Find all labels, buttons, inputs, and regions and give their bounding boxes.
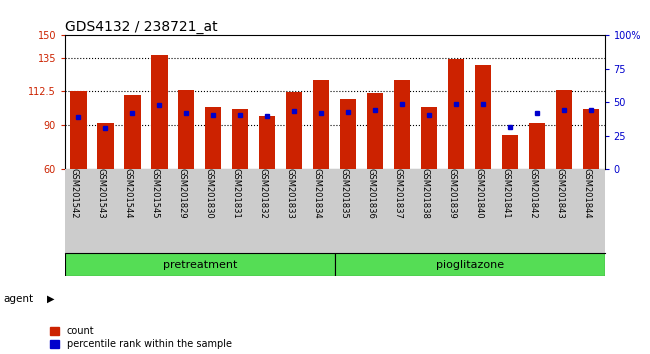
Bar bbox=[286, 92, 302, 169]
Bar bbox=[583, 109, 599, 169]
Bar bbox=[151, 56, 168, 169]
Text: GDS4132 / 238721_at: GDS4132 / 238721_at bbox=[65, 21, 218, 34]
Bar bbox=[502, 135, 518, 169]
Text: pretreatment: pretreatment bbox=[162, 259, 237, 270]
Bar bbox=[421, 108, 437, 169]
Bar bbox=[335, 253, 604, 276]
Bar bbox=[340, 99, 356, 169]
Legend: count, percentile rank within the sample: count, percentile rank within the sample bbox=[50, 326, 232, 349]
Bar bbox=[556, 90, 572, 169]
Bar bbox=[367, 93, 383, 169]
Bar bbox=[98, 123, 114, 169]
Bar bbox=[70, 91, 86, 169]
Text: ▶: ▶ bbox=[47, 294, 55, 304]
Bar bbox=[529, 123, 545, 169]
Bar bbox=[259, 116, 276, 169]
Bar bbox=[178, 90, 194, 169]
Text: agent: agent bbox=[3, 294, 33, 304]
Text: pioglitazone: pioglitazone bbox=[436, 259, 504, 270]
Bar bbox=[475, 65, 491, 169]
Bar bbox=[448, 59, 464, 169]
Bar bbox=[313, 80, 330, 169]
Bar bbox=[65, 253, 335, 276]
Bar bbox=[394, 80, 410, 169]
Bar bbox=[205, 108, 222, 169]
Bar bbox=[124, 95, 140, 169]
Bar bbox=[232, 109, 248, 169]
